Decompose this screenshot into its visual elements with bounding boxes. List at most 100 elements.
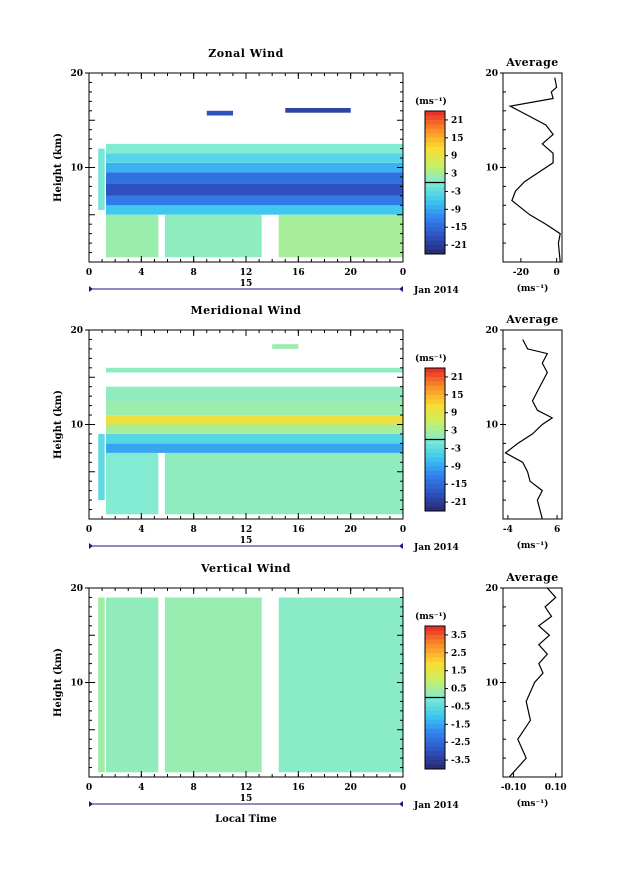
colorbar-step [425,218,445,224]
colorbar-tick-label: -3 [451,444,461,454]
heatmap-cell [106,195,403,206]
colorbar-step [425,679,445,685]
colorbar-step [425,733,445,739]
colorbar-step [425,227,445,233]
colorbar-step [425,666,445,672]
colorbar-tick-label: -9 [451,462,461,472]
y-tick-label: 20 [70,326,83,336]
colorbar-step [425,204,445,210]
profile-frame [502,329,563,520]
x-tick-label: 4 [138,268,144,278]
colorbar-step [425,652,445,658]
x-tick-label: 8 [191,783,197,793]
colorbar-unit: (ms⁻¹) [415,353,447,364]
profile-x-tick-label: -4 [503,525,513,535]
y-tick-label: 20 [70,69,83,79]
colorbar-step [425,430,445,436]
colorbar-step [425,448,445,454]
colorbar-step [425,200,445,206]
heatmap-cell [272,344,299,349]
colorbar-step [425,399,445,405]
y-tick-label: 10 [70,421,83,431]
x-tick-label: 0 [86,783,92,793]
colorbar-step [425,376,445,382]
chart-title: Zonal Wind [208,47,284,60]
colorbar-tick-label: -0.5 [451,702,470,712]
colorbar-tick-label: 3 [451,170,457,180]
heatmap-cell [106,172,403,184]
y-axis-label: Height (km) [53,648,64,717]
colorbar-step [425,209,445,215]
colorbar-step [425,186,445,192]
heatmap-cell [98,597,105,773]
colorbar-tick-label: 21 [451,116,464,126]
colorbar-tick-label: 15 [451,134,464,144]
colorbar-step [425,394,445,400]
date-line-cap-right [399,543,403,549]
date-line-cap-left [89,543,93,549]
heatmap-cell [106,205,403,215]
date-month: Jan 2014 [413,801,459,811]
heatmap-cell [106,214,159,258]
colorbar-step [425,648,445,654]
heatmap-cell [278,597,403,773]
colorbar-tick-label: 1.5 [451,667,467,677]
profile-line [504,339,554,520]
colorbar-tick-label: 9 [451,152,457,162]
colorbar-step [425,742,445,748]
colorbar-step [425,675,445,681]
date-line-cap-left [89,801,93,807]
colorbar-step [425,381,445,387]
colorbar-step [425,155,445,161]
date-line-cap-right [399,286,403,292]
y-tick-label: 20 [70,584,83,594]
heatmap-cell [106,597,159,773]
x-tick-label: 20 [344,268,357,278]
colorbar-step [425,213,445,219]
colorbar-step [425,231,445,237]
colorbar-tick-label: -3.5 [451,756,470,766]
colorbar-step [425,715,445,721]
heatmap-cell [164,452,403,515]
colorbar-step [425,661,445,667]
colorbar-step [425,182,445,188]
colorbar-step [425,115,445,121]
heatmap-cell [106,153,403,163]
x-tick-label: 16 [292,525,305,535]
colorbar-tick-label: 3 [451,427,457,437]
heatmap-area [98,108,403,258]
colorbar-step [425,484,445,490]
colorbar-step [425,160,445,166]
x-tick-label: 8 [191,525,197,535]
heatmap-cell [106,415,403,425]
colorbar-step [425,368,445,373]
colorbar-step [425,755,445,761]
colorbar-tick-label: -3 [451,187,461,197]
date-line-cap-right [399,801,403,807]
colorbar-unit: (ms⁻¹) [415,96,447,107]
colorbar-step [425,385,445,391]
colorbar-step [425,493,445,499]
colorbar-step [425,435,445,440]
colorbar-step [425,439,445,445]
colorbar-step [425,461,445,467]
profile-frame [502,72,563,263]
profile-x-tick-label: -0.10 [501,783,527,793]
colorbar-step [425,133,445,139]
colorbar-step [425,751,445,757]
colorbar-tick-label: -21 [451,241,467,251]
profile-title: Average [505,56,559,69]
heatmap-cell [98,433,105,501]
colorbar-step [425,173,445,179]
heatmap-cell [164,597,262,773]
colorbar-step [425,710,445,716]
profile-unit: (ms⁻¹) [517,283,549,294]
x-tick-label: 0 [86,525,92,535]
colorbar-step [425,403,445,409]
colorbar-step [425,169,445,175]
heatmap-cell [285,108,351,113]
heatmap-cell [106,183,403,196]
heatmap-cell [106,367,403,373]
heatmap-cell [106,452,159,515]
colorbar-step [425,502,445,508]
